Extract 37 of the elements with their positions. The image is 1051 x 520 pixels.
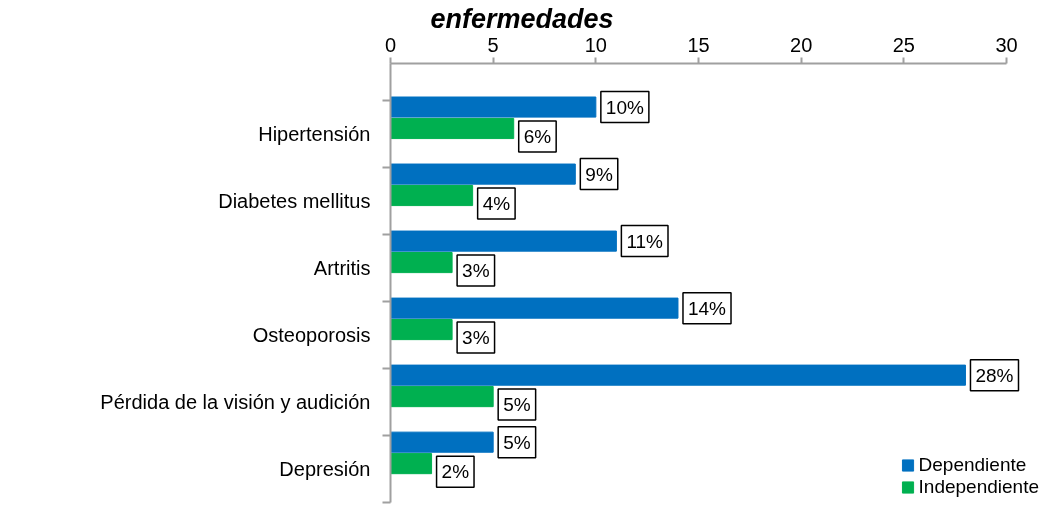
x-tick-label: 0 [384,33,397,56]
bar [390,364,966,386]
bar [390,230,617,252]
y-tick-label: Hipertensión [258,122,371,145]
x-tick-label: 10 [584,33,607,56]
bar [390,163,576,185]
data-label: 2% [441,461,470,483]
y-tick-label: Osteoporosis [252,323,371,346]
x-tick-label: 25 [892,33,915,56]
y-tick-label: Diabetes mellitus [218,189,371,212]
bar [390,386,494,408]
bar [390,431,494,453]
y-tick-label: Pérdida de la visión y audición [100,390,371,413]
bar [390,96,597,118]
data-label: 14% [687,297,727,319]
legend-label: Dependiente [918,454,1027,476]
x-tick-label: 5 [487,33,499,56]
y-tick-label: Depresión [279,457,371,480]
chart-title: enfermedades [430,3,614,34]
legend-label: Independiente [918,476,1039,498]
data-label: 10% [605,96,644,118]
data-label: 5% [503,431,531,453]
bar [390,319,453,341]
data-label: 11% [626,230,664,252]
data-label: 6% [523,126,552,148]
data-label: 3% [462,260,490,282]
x-tick-label: 20 [790,33,813,56]
data-label: 28% [975,364,1014,386]
x-tick-label: 15 [687,33,710,56]
y-tick-label: Artritis [313,256,371,279]
bar [390,252,453,274]
bar [390,297,679,319]
data-label: 5% [503,394,531,416]
data-label: 4% [482,193,511,215]
data-label: 9% [585,163,613,185]
data-label: 3% [462,327,490,349]
x-tick-label: 30 [995,33,1018,56]
